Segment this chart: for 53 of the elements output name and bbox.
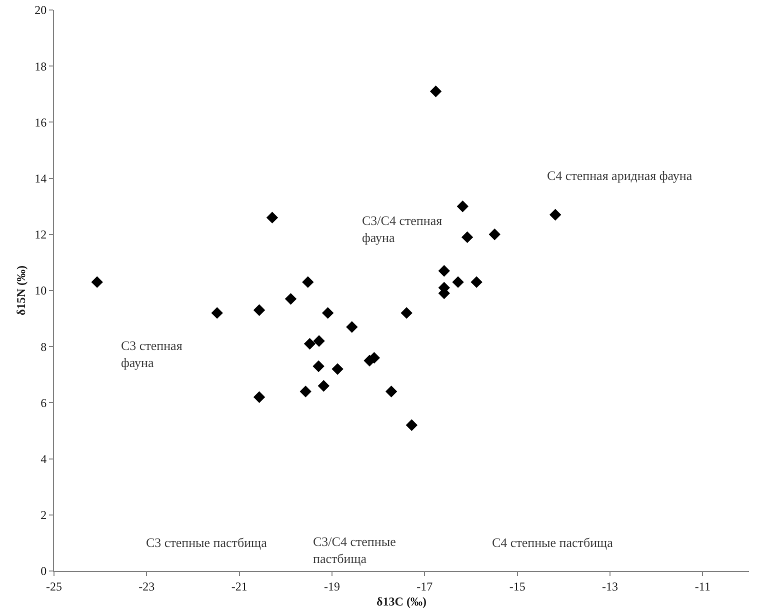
annotation: C4 степные пастбища [492,535,614,550]
point [549,208,562,221]
y-tick-label: 0 [40,564,47,578]
y-tick-label: 8 [40,340,47,354]
point [284,293,297,305]
point [400,307,412,319]
y-tick-label: 18 [34,59,47,74]
point [322,307,334,319]
point [300,386,312,398]
x-tick-label: -25 [46,579,62,594]
y-tick-label: 10 [34,284,47,298]
x-axis-title: δ13C (‰) [376,594,426,608]
x-tick-label: -23 [138,579,155,594]
point [406,419,418,431]
annotation: C3/C4 степная фауна [362,213,442,245]
point [346,321,358,333]
x-tick-label: -11 [694,579,710,594]
annotation: C3 степная фауна [121,338,182,370]
y-tick-label: 16 [34,115,47,130]
point [332,363,344,375]
x-tick-label: -19 [324,579,340,594]
point [456,200,469,212]
point [304,338,316,350]
x-tick-label: -15 [509,579,526,594]
y-tick-label: 14 [34,172,47,186]
point [385,386,398,398]
y-tick-label: 20 [34,3,47,18]
annotation: C4 степная аридная фауна [547,168,692,183]
point [470,276,482,288]
y-tick-label: 2 [40,508,47,522]
point [253,391,266,403]
annotation: C3/C4 степные пастбища [313,534,396,566]
point [312,360,324,372]
point [318,380,330,392]
y-tick-label: 6 [40,396,47,410]
point [253,304,266,316]
y-tick-label: 12 [34,228,47,242]
point [452,276,464,288]
annotation: C3 степные пастбища [146,535,268,550]
point [302,276,314,288]
point [430,85,442,98]
point [438,265,450,277]
x-tick-label: -21 [231,579,248,594]
x-tick-label: -17 [416,579,433,594]
point [211,307,223,319]
y-axis-title: δ15N (‰) [14,266,28,316]
y-tick-label: 4 [40,452,47,466]
point [313,335,325,347]
x-tick-label: -13 [602,579,618,594]
point [461,231,474,244]
point [488,228,500,240]
point [91,276,103,288]
point [266,212,278,224]
